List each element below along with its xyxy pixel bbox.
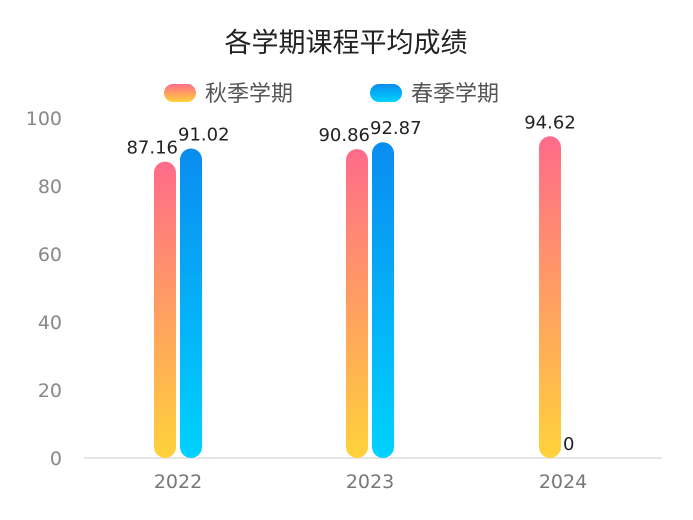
data-label: 0 [563, 434, 574, 455]
y-tick-label: 60 [38, 244, 62, 266]
bar-autumn-2022[interactable] [154, 161, 176, 458]
x-tick-label: 2022 [154, 471, 202, 493]
legend-label-spring: 春季学期 [411, 82, 499, 107]
x-tick-label: 2023 [346, 471, 394, 493]
legend-item-spring[interactable]: 春季学期 [370, 82, 499, 107]
legend: 秋季学期 春季学期 [164, 82, 499, 107]
data-label: 91.02 [178, 125, 230, 146]
bar-autumn-2024[interactable] [539, 136, 561, 459]
bar-spring-2023[interactable] [372, 142, 394, 458]
y-axis: 0 20 40 60 80 100 [26, 108, 62, 470]
legend-swatch-spring [370, 84, 402, 102]
x-axis: 2022 2023 2024 [154, 471, 587, 493]
data-label: 87.16 [126, 138, 178, 159]
legend-item-autumn[interactable]: 秋季学期 [164, 82, 293, 107]
bar-autumn-2023[interactable] [346, 149, 368, 459]
y-tick-label: 80 [38, 176, 62, 198]
chart-title: 各学期课程平均成绩 [225, 28, 468, 59]
data-label: 90.86 [318, 125, 370, 146]
data-label: 92.87 [370, 118, 422, 139]
data-labels: 87.16 90.86 94.62 91.02 92.87 0 [126, 112, 575, 455]
legend-label-autumn: 秋季学期 [205, 82, 293, 107]
y-tick-label: 40 [38, 312, 62, 334]
x-tick-label: 2024 [539, 471, 587, 493]
y-tick-label: 0 [50, 448, 62, 470]
bar-spring-2022[interactable] [180, 148, 202, 459]
bars [154, 136, 561, 459]
legend-swatch-autumn [164, 84, 196, 102]
y-tick-label: 20 [38, 380, 62, 402]
data-label: 94.62 [524, 112, 576, 133]
y-tick-label: 100 [26, 108, 62, 130]
